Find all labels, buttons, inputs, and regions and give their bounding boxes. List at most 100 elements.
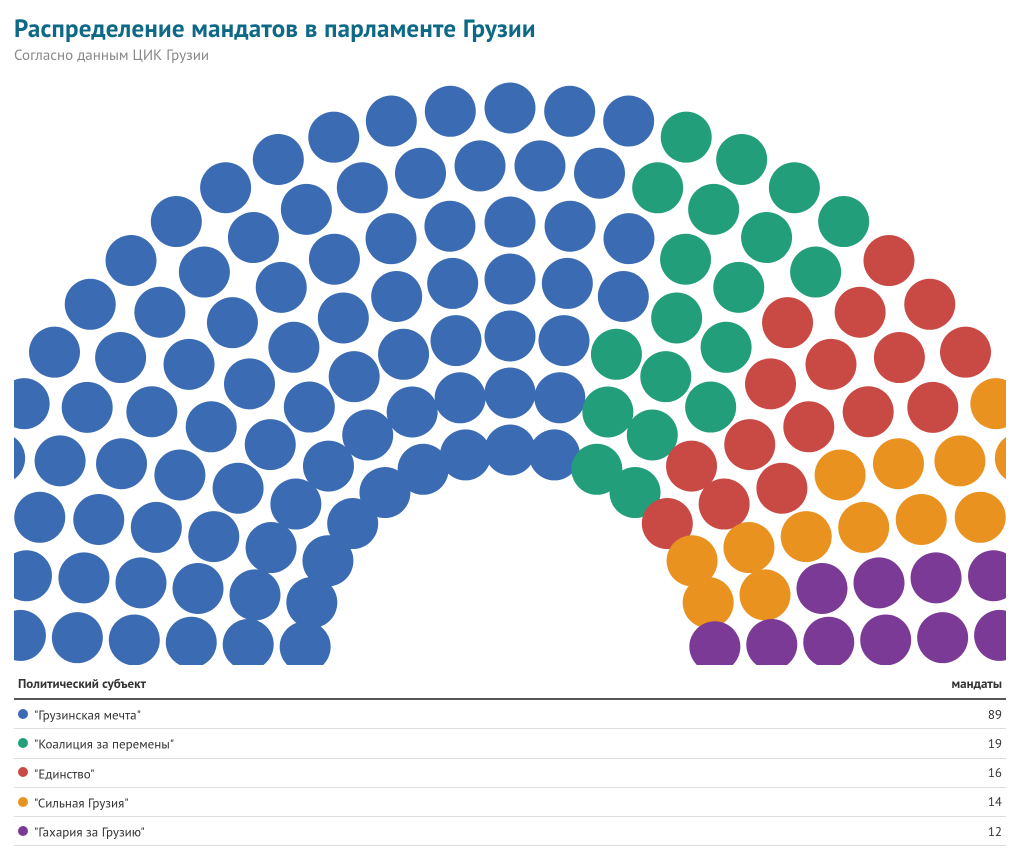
legend-cell-subject: "Гахария за Грузию" bbox=[14, 817, 745, 846]
seat bbox=[200, 162, 251, 213]
seat bbox=[815, 449, 866, 500]
seat bbox=[896, 494, 947, 545]
legend-row: "Единство"16 bbox=[14, 758, 1006, 787]
seat bbox=[781, 511, 832, 562]
seat bbox=[224, 358, 275, 409]
seat bbox=[685, 382, 736, 433]
legend-swatch bbox=[18, 767, 28, 777]
seat bbox=[838, 502, 889, 553]
seat bbox=[318, 292, 369, 343]
hemicycle-svg bbox=[14, 75, 1006, 665]
seat bbox=[907, 382, 958, 433]
seat bbox=[713, 262, 764, 313]
seat bbox=[790, 247, 841, 298]
seat bbox=[534, 372, 585, 423]
seat bbox=[188, 511, 239, 562]
seat bbox=[968, 550, 1006, 601]
seat bbox=[284, 382, 335, 433]
seat bbox=[514, 140, 565, 191]
seat bbox=[873, 438, 924, 489]
seat bbox=[805, 339, 856, 390]
seat bbox=[151, 196, 202, 247]
seat bbox=[911, 552, 962, 603]
seat bbox=[229, 569, 280, 620]
seat bbox=[574, 148, 625, 199]
seat bbox=[716, 134, 767, 185]
seat bbox=[723, 522, 774, 573]
seat bbox=[854, 557, 905, 608]
seat bbox=[213, 463, 264, 514]
seat bbox=[485, 83, 536, 134]
seat bbox=[904, 279, 955, 330]
legend-cell-seats: 12 bbox=[745, 817, 1006, 846]
seat bbox=[246, 522, 297, 573]
seat bbox=[96, 438, 147, 489]
seat bbox=[309, 234, 360, 285]
seat bbox=[280, 621, 331, 665]
seat bbox=[164, 339, 215, 390]
seat bbox=[14, 610, 46, 661]
seat bbox=[485, 197, 536, 248]
legend-row: "Гахария за Грузию" 12 bbox=[14, 817, 1006, 846]
seat bbox=[58, 552, 109, 603]
legend-swatch bbox=[18, 797, 28, 807]
seat bbox=[970, 378, 1006, 429]
seat bbox=[281, 184, 332, 235]
seat bbox=[425, 86, 476, 137]
infographic-container: Распределение мандатов в парламенте Груз… bbox=[0, 0, 1020, 853]
seat bbox=[395, 148, 446, 199]
legend-cell-seats: 14 bbox=[745, 787, 1006, 816]
legend-row: "Коалиция за перемены"19 bbox=[14, 729, 1006, 758]
legend-col-subject: Политический субъект bbox=[14, 669, 745, 699]
seat bbox=[598, 271, 649, 322]
seat bbox=[843, 386, 894, 437]
legend-cell-subject: "Единство" bbox=[14, 758, 745, 787]
legend-party-name: "Сильная Грузия" bbox=[34, 794, 129, 811]
legend-cell-subject: "Грузинская мечта" bbox=[14, 699, 745, 729]
legend-header-row: Политический субъект мандаты bbox=[14, 669, 1006, 699]
seat bbox=[769, 162, 820, 213]
legend-party-name: "Гахария за Грузию" bbox=[34, 823, 145, 840]
seat bbox=[762, 297, 813, 348]
seat bbox=[783, 401, 834, 452]
seat bbox=[860, 614, 911, 665]
seat bbox=[640, 351, 691, 402]
seat bbox=[337, 162, 388, 213]
seat bbox=[544, 86, 595, 137]
seat bbox=[545, 201, 596, 252]
chart-subtitle: Согласно данным ЦИК Грузии bbox=[14, 46, 1006, 65]
seat bbox=[154, 449, 205, 500]
seat bbox=[14, 492, 65, 543]
seat bbox=[106, 235, 157, 286]
seat bbox=[268, 322, 319, 373]
legend-cell-seats: 89 bbox=[745, 699, 1006, 729]
seat bbox=[29, 327, 80, 378]
seat bbox=[796, 563, 847, 614]
seat bbox=[934, 435, 985, 486]
legend-row: "Грузинская мечта"89 bbox=[14, 699, 1006, 729]
seat bbox=[974, 610, 1006, 661]
seat bbox=[632, 162, 683, 213]
seat bbox=[699, 479, 750, 530]
seat bbox=[955, 492, 1006, 543]
seat bbox=[485, 311, 536, 362]
legend-cell-seats: 19 bbox=[745, 729, 1006, 758]
seat bbox=[52, 612, 103, 663]
seat bbox=[245, 419, 296, 470]
seat bbox=[661, 112, 712, 163]
seat bbox=[427, 258, 478, 309]
seat bbox=[835, 287, 886, 338]
seat bbox=[435, 372, 486, 423]
seat bbox=[126, 386, 177, 437]
seat bbox=[455, 140, 506, 191]
seat bbox=[660, 234, 711, 285]
seat bbox=[485, 368, 536, 419]
seat bbox=[366, 213, 417, 264]
seat bbox=[73, 494, 124, 545]
seat bbox=[342, 410, 393, 461]
seat bbox=[651, 292, 702, 343]
seat bbox=[756, 463, 807, 514]
seat bbox=[256, 262, 307, 313]
chart-title: Распределение мандатов в парламенте Груз… bbox=[14, 12, 1006, 44]
seat bbox=[308, 112, 359, 163]
